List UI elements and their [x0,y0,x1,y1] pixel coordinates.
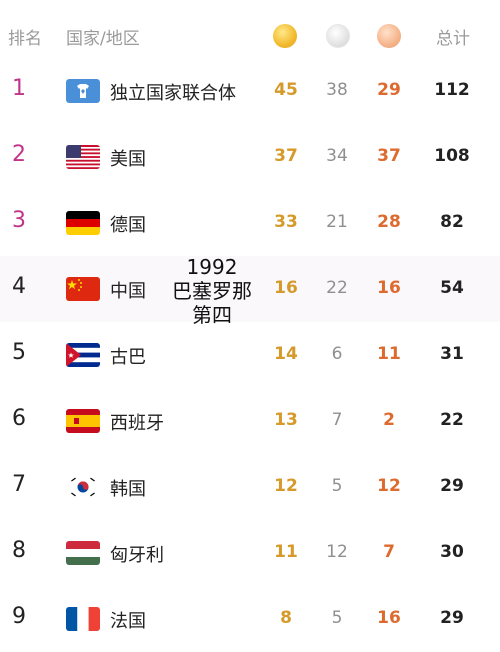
total-count: 30 [440,542,464,562]
gold-count: 45 [274,80,298,100]
gold-count: 8 [280,608,292,628]
total-count: 29 [440,608,464,628]
bronze-count: 37 [377,146,401,166]
germany-flag-icon [66,211,100,235]
bronze-count: 2 [383,410,395,430]
rank-number: 2 [12,142,26,167]
country-name: 美国 [110,149,146,170]
country-name: 西班牙 [110,413,164,434]
silver-count: 5 [331,476,343,496]
silver-count: 7 [331,410,343,430]
bronze-medal-icon[interactable] [377,24,401,48]
bronze-count: 16 [377,278,401,298]
gold-count: 12 [274,476,298,496]
caption-year: 1992 [186,255,238,279]
rank-number: 5 [12,340,26,365]
south-korea-flag-icon [66,475,100,499]
spain-flag-icon [66,409,100,433]
caption-rank: 第四 [192,303,232,327]
country-column-header: 国家/地区 [66,29,140,49]
total-count: 29 [440,476,464,496]
hungary-flag-icon [66,541,100,565]
bronze-count: 12 [377,476,401,496]
silver-count: 21 [326,212,348,232]
table-row[interactable]: 9 法国 8 5 16 29 [0,586,500,652]
silver-count: 12 [326,542,348,562]
country-name: 中国 [110,281,146,302]
bronze-count: 7 [383,542,395,562]
unified-team-flag-icon [66,79,100,103]
table-row[interactable]: 4 中国 16 22 16 54 [0,256,500,322]
bronze-count: 29 [377,80,401,100]
rank-number: 1 [12,76,26,101]
country-name: 韩国 [110,479,146,500]
caption-city: 巴塞罗那 [172,279,252,303]
bronze-count: 16 [377,608,401,628]
usa-flag-icon [66,145,100,169]
gold-count: 33 [274,212,298,232]
total-count: 54 [440,278,464,298]
silver-count: 22 [326,278,348,298]
bronze-count: 11 [377,344,401,364]
table-row[interactable]: 2 美国 37 34 37 108 [0,124,500,190]
total-count: 108 [434,146,470,166]
cuba-flag-icon [66,343,100,367]
silver-count: 5 [331,608,343,628]
gold-medal-icon[interactable] [273,24,297,48]
table-row[interactable]: 7 韩国 12 5 12 29 [0,454,500,520]
gold-count: 13 [274,410,298,430]
rank-number: 8 [12,538,26,563]
total-count: 22 [440,410,464,430]
bronze-count: 28 [377,212,401,232]
event-caption-overlay: 1992 巴塞罗那 第四 [168,255,256,327]
country-name: 德国 [110,215,146,236]
country-name: 古巴 [110,347,146,368]
silver-count: 34 [326,146,348,166]
rank-number: 3 [12,208,26,233]
total-count: 112 [434,80,470,100]
country-name: 独立国家联合体 [110,83,236,104]
table-row[interactable]: 3 德国 33 21 28 82 [0,190,500,256]
table-row[interactable]: 1 独立国家联合体 45 38 29 112 [0,58,500,124]
silver-count: 38 [326,80,348,100]
total-count: 31 [440,344,464,364]
table-row[interactable]: 5 古巴 14 6 11 31 [0,322,500,388]
gold-count: 11 [274,542,298,562]
rank-number: 9 [12,604,26,629]
rank-number: 7 [12,472,26,497]
china-flag-icon [66,277,100,301]
silver-medal-icon[interactable] [326,24,350,48]
table-row[interactable]: 8 匈牙利 11 12 7 30 [0,520,500,586]
rank-column-header: 排名 [8,29,42,49]
gold-count: 14 [274,344,298,364]
table-header: 排名 国家/地区 总计 [0,0,500,70]
gold-count: 16 [274,278,298,298]
france-flag-icon [66,607,100,631]
silver-count: 6 [331,344,343,364]
total-column-header[interactable]: 总计 [436,29,470,49]
country-name: 匈牙利 [110,545,164,566]
country-name: 法国 [110,611,146,632]
rank-number: 4 [12,274,26,299]
gold-count: 37 [274,146,298,166]
rank-number: 6 [12,406,26,431]
total-count: 82 [440,212,464,232]
table-row[interactable]: 6 西班牙 13 7 2 22 [0,388,500,454]
